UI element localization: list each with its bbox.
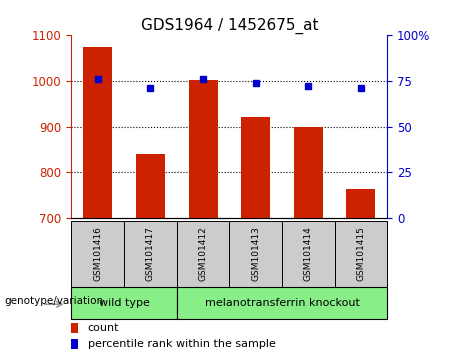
Text: GSM101415: GSM101415 [356, 227, 366, 281]
Bar [124, 221, 177, 287]
Bar [71, 339, 78, 349]
Bar [347, 189, 375, 218]
Bar [282, 221, 335, 287]
Bar [189, 80, 218, 218]
Text: GSM101417: GSM101417 [146, 227, 155, 281]
Text: percentile rank within the sample: percentile rank within the sample [88, 339, 275, 349]
Bar [229, 221, 282, 287]
Text: genotype/variation: genotype/variation [5, 296, 104, 306]
Bar [71, 323, 78, 333]
Bar [241, 116, 270, 218]
Bar [83, 47, 112, 218]
Bar [136, 154, 165, 218]
Text: count: count [88, 323, 119, 333]
Bar [294, 127, 323, 218]
Text: GSM101413: GSM101413 [251, 227, 260, 281]
Bar [71, 221, 124, 287]
Text: wild type: wild type [99, 298, 149, 308]
Text: GSM101414: GSM101414 [304, 227, 313, 281]
Bar [177, 287, 387, 319]
Bar [335, 221, 387, 287]
Bar [71, 287, 177, 319]
Text: GSM101412: GSM101412 [199, 227, 207, 281]
Text: melanotransferrin knockout: melanotransferrin knockout [205, 298, 360, 308]
Title: GDS1964 / 1452675_at: GDS1964 / 1452675_at [141, 18, 318, 34]
Text: GSM101416: GSM101416 [93, 227, 102, 281]
Bar [177, 221, 229, 287]
